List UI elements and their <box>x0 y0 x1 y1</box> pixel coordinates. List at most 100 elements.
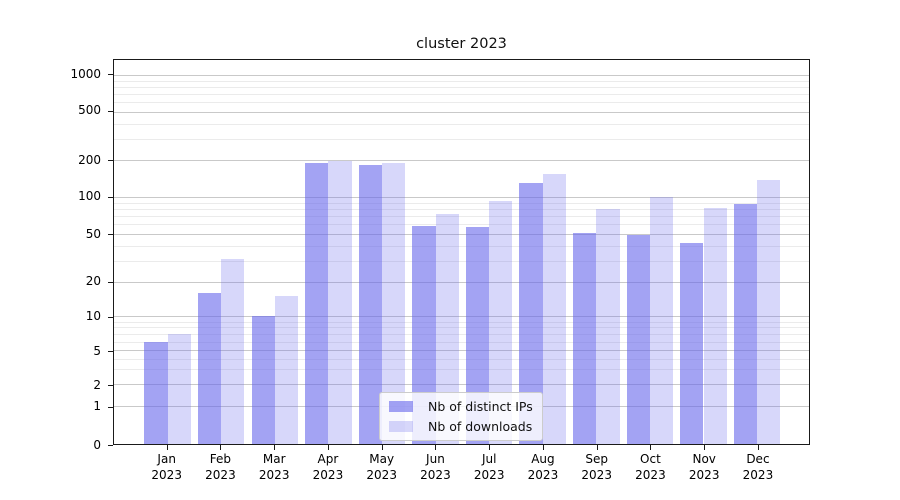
y-tick-label: 500 <box>78 103 101 118</box>
gridline-minor <box>114 123 809 125</box>
gridline-major <box>114 234 809 236</box>
y-tick-mark <box>108 234 113 235</box>
x-tick-mark <box>704 445 706 450</box>
x-tick-label: Nov 2023 <box>688 452 720 482</box>
bar-ips-jun <box>412 226 436 444</box>
x-tick-mark <box>757 445 759 450</box>
gridline-major <box>114 350 809 352</box>
x-tick-mark <box>596 445 598 450</box>
y-tick-label: 100 <box>78 189 101 204</box>
gridline-minor <box>114 86 809 88</box>
gridline-minor <box>114 327 809 329</box>
y-tick-mark <box>108 445 113 446</box>
bar-downloads-aug <box>542 174 566 444</box>
legend-swatch-distinct-ips <box>389 401 413 412</box>
y-tick-mark <box>108 281 113 283</box>
bar-downloads-apr <box>328 161 352 444</box>
gridline-major <box>114 384 809 386</box>
legend-entry-downloads: Nb of downloads <box>389 419 533 434</box>
bar-downloads-jun <box>435 213 459 444</box>
bar-ips-may <box>358 164 382 444</box>
x-tick-label: Feb 2023 <box>205 452 236 482</box>
x-tick-mark <box>542 445 544 450</box>
y-tick-label: 5 <box>93 343 101 358</box>
gridline-minor <box>114 102 809 104</box>
y-tick-label: 1000 <box>70 66 101 81</box>
bar-downloads-mar <box>274 296 298 444</box>
gridline-minor <box>114 208 809 210</box>
bar-ips-sep <box>573 233 597 444</box>
y-tick-label: 50 <box>85 226 101 241</box>
y-tick-mark <box>108 196 113 198</box>
gridline-minor <box>114 358 809 360</box>
x-tick-mark <box>220 445 222 450</box>
bar-ips-dec <box>733 204 758 444</box>
gridline-major <box>114 196 809 198</box>
gridline-minor <box>114 202 809 204</box>
x-tick-label: Apr 2023 <box>312 452 344 482</box>
bar-downloads-nov <box>703 208 727 444</box>
gridline-major <box>114 281 809 283</box>
bar-ips-nov <box>680 243 704 444</box>
gridline-major <box>114 111 809 113</box>
chart-title: cluster 2023 <box>416 36 507 52</box>
bar-downloads-jul <box>489 200 513 444</box>
y-tick-mark <box>108 316 113 318</box>
x-tick-label: Aug 2023 <box>527 452 559 482</box>
gridline-minor <box>114 260 809 262</box>
legend-swatch-downloads <box>389 421 413 432</box>
x-tick-label: Dec 2023 <box>742 452 774 482</box>
x-tick-mark <box>166 445 168 450</box>
bar-downloads-jan <box>167 333 191 444</box>
bar-downloads-sep <box>596 208 620 444</box>
gridline-minor <box>114 369 809 371</box>
y-tick-label: 10 <box>85 309 101 324</box>
x-tick-mark <box>274 445 276 450</box>
x-tick-label: Mar 2023 <box>258 452 290 482</box>
y-tick-label: 20 <box>85 274 101 289</box>
gridline-major <box>114 316 809 318</box>
x-tick-mark <box>435 445 437 450</box>
gridline-minor <box>114 245 809 247</box>
x-tick-label: Jun 2023 <box>420 452 451 482</box>
gridline-minor <box>114 341 809 343</box>
x-tick-label: May 2023 <box>366 452 397 482</box>
x-tick-mark <box>489 445 491 450</box>
y-tick-label: 2 <box>93 377 101 392</box>
legend-entry-distinct-ips: Nb of distinct IPs <box>389 399 533 414</box>
bar-ips-oct <box>626 235 650 444</box>
bar-ips-feb <box>197 292 222 444</box>
y-tick-label: 0 <box>93 437 101 452</box>
y-tick-mark <box>108 110 113 112</box>
bar-downloads-feb <box>221 258 245 444</box>
bar-ips-jan <box>144 341 168 444</box>
bar-ips-apr <box>305 162 329 444</box>
bar-downloads-may <box>381 163 406 444</box>
legend-label-downloads: Nb of downloads <box>428 419 533 434</box>
legend: Nb of distinct IPs Nb of downloads <box>379 392 543 441</box>
gridline-minor <box>114 321 809 323</box>
x-tick-label: Jan 2023 <box>151 452 182 482</box>
x-tick-label: Sep 2023 <box>581 452 612 482</box>
bar-downloads-dec <box>757 180 781 444</box>
y-tick-mark <box>108 74 113 75</box>
gridline-major <box>114 160 809 162</box>
gridline-minor <box>114 138 809 140</box>
y-tick-label: 1 <box>93 399 101 414</box>
legend-label-distinct-ips: Nb of distinct IPs <box>428 399 533 414</box>
gridline-minor <box>114 93 809 95</box>
gridline-minor <box>114 333 809 335</box>
y-tick-mark <box>108 385 113 386</box>
x-tick-label: Jul 2023 <box>473 452 505 482</box>
y-tick-mark <box>108 351 113 352</box>
gridline-minor <box>114 216 809 218</box>
bar-ips-aug <box>519 183 543 444</box>
y-tick-mark <box>108 406 113 408</box>
x-tick-mark <box>327 445 329 450</box>
x-tick-label: Oct 2023 <box>635 452 666 482</box>
x-tick-mark <box>381 445 383 450</box>
gridline-major <box>114 74 809 76</box>
bar-downloads-oct <box>649 196 674 444</box>
plot-area: Nb of distinct IPs Nb of downloads <box>113 59 810 445</box>
